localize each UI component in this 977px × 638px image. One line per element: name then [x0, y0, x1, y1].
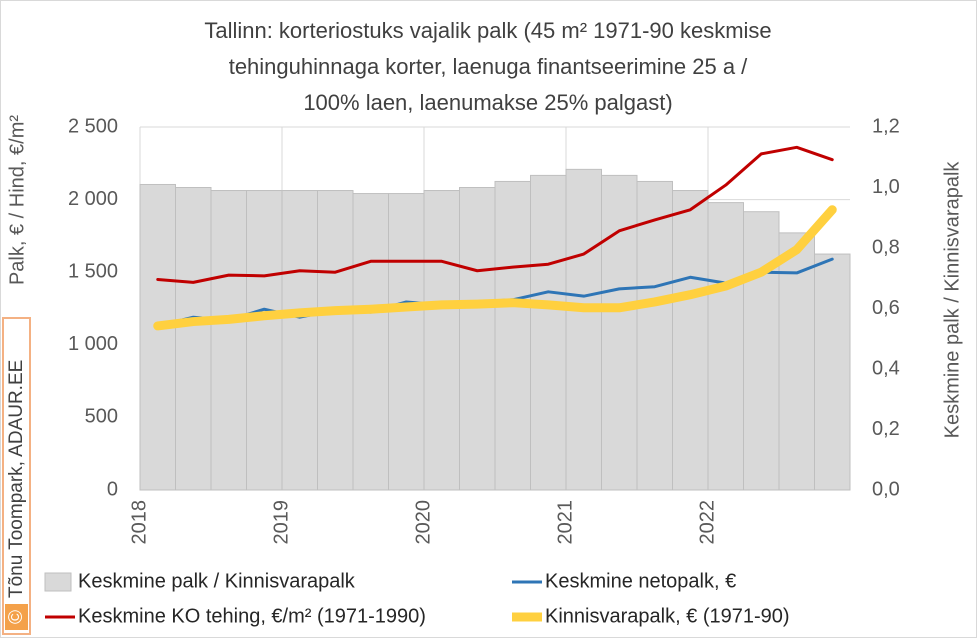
bar [778, 232, 815, 491]
y2-tick-label: 1,2 [872, 115, 900, 137]
y2-tick-label: 0,2 [872, 418, 900, 440]
bar [565, 168, 602, 491]
y-tick-label: 2 500 [68, 115, 118, 137]
chart-title: Tallinn: korteriostuks vajalik palk (45 … [204, 18, 771, 43]
line-series [153, 205, 837, 331]
y-axis-label: Palk, € / Hind, €/m² [6, 115, 28, 285]
bar [210, 190, 247, 491]
y-tick-label: 1 500 [68, 260, 118, 282]
source-symbol-box [5, 604, 28, 630]
y2-tick-label: 1,0 [872, 176, 900, 198]
bar [601, 174, 638, 491]
bar [246, 190, 283, 491]
y2-tick-label: 0,0 [872, 478, 900, 500]
bar [175, 187, 212, 491]
legend-label: Keskmine netopalk, € [545, 570, 736, 592]
bar [281, 190, 318, 491]
x-tick-label: 2019 [270, 500, 292, 545]
x-tick-label: 2021 [554, 500, 576, 545]
source-text: Tõnu Toompark, ADAUR.EE [6, 360, 27, 598]
y2-tick-label: 0,8 [872, 236, 900, 258]
source-symbol: © [6, 610, 27, 624]
y2-tick-label: 0,6 [872, 297, 900, 319]
bar [139, 183, 176, 491]
bar [317, 190, 354, 491]
bar [423, 190, 460, 491]
chart-title: tehinguhinnaga korter, laenuga finantsee… [229, 54, 748, 79]
y-tick-label: 2 000 [68, 188, 118, 210]
bar [494, 180, 531, 491]
bar [707, 202, 744, 491]
chart-title: 100% laen, laenumakse 25% palgast) [303, 90, 672, 115]
legend-label: Keskmine palk / Kinnisvarapalk [78, 570, 356, 592]
y-tick-label: 500 [85, 406, 118, 428]
x-tick-label: 2020 [412, 500, 434, 545]
bar [743, 211, 780, 491]
x-tick-label: 2018 [128, 500, 150, 545]
bar [530, 174, 567, 491]
bar [459, 187, 496, 491]
x-tick-label: 2022 [696, 500, 718, 545]
legend-swatch [44, 572, 72, 592]
legend-label: Kinnisvarapalk, € (1971-90) [545, 605, 790, 627]
y2-axis-label: Keskmine palk / Kinnisvarapalk [941, 161, 963, 439]
legend-label: Keskmine KO tehing, €/m² (1971-1990) [78, 605, 426, 627]
y2-tick-label: 0,4 [872, 357, 900, 379]
bar [636, 180, 673, 491]
bar [388, 193, 425, 491]
bar [352, 193, 389, 491]
source-frame [2, 317, 31, 635]
bar [672, 190, 709, 491]
y-tick-label: 1 000 [68, 333, 118, 355]
y-tick-label: 0 [107, 478, 118, 500]
line-series [156, 145, 834, 284]
bar [814, 253, 851, 491]
